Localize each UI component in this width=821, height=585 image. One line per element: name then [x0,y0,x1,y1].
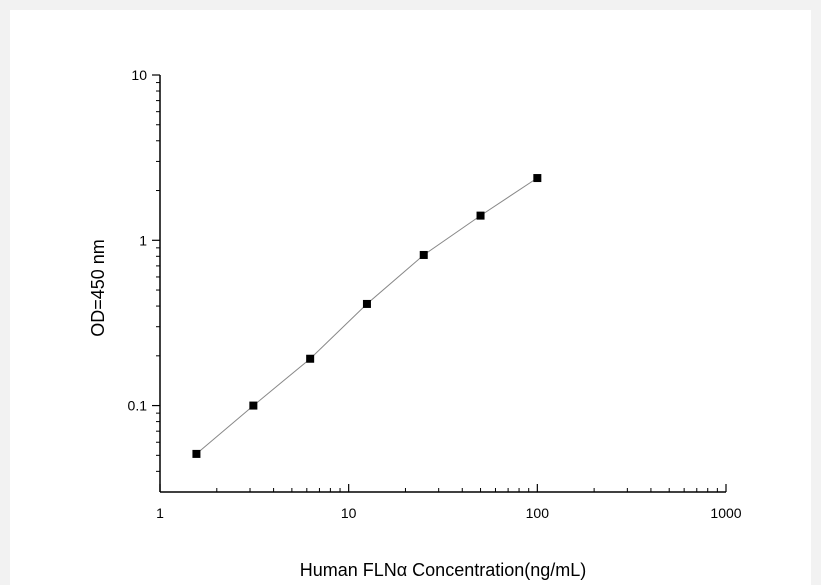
x-tick-label: 100 [526,505,550,521]
y-axis-ticks: 0.1 1 10 [128,67,160,472]
data-point [306,354,315,363]
series-line [196,177,538,455]
data-point [533,174,542,183]
y-tick-label: 1 [139,232,147,248]
y-tick-label: 10 [131,67,147,83]
x-axis-title: Human FLNα Concentration(ng/mL) [300,560,587,580]
x-tick-label: 1000 [710,505,741,521]
axes [159,75,726,493]
x-tick-label: 1 [156,505,164,521]
data-point [362,299,371,308]
series-points [192,174,542,458]
data-point [419,250,428,259]
x-axis-ticks: 1 10 100 1000 [156,484,742,521]
data-point [249,401,258,410]
x-tick-label: 10 [341,505,357,521]
y-tick-label: 0.1 [128,398,148,414]
series-lines [196,177,538,455]
data-point [192,449,201,458]
data-point [476,211,485,220]
y-axis-title: OD=450 nm [88,239,108,337]
chart-frame [10,10,811,585]
